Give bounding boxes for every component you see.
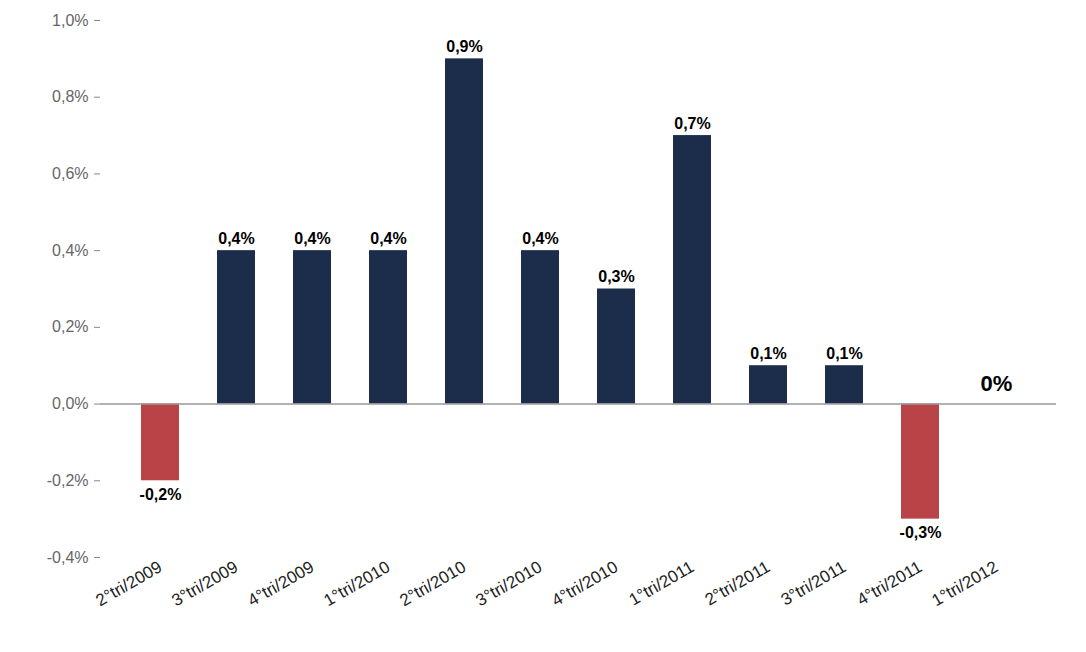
svg-text:0,9%: 0,9% (446, 38, 482, 55)
svg-text:0,8%: 0,8% (52, 88, 88, 105)
svg-text:0,4%: 0,4% (370, 230, 406, 247)
svg-text:2°tri/2009: 2°tri/2009 (93, 557, 166, 610)
svg-text:1°tri/2012: 1°tri/2012 (929, 557, 1002, 610)
svg-text:0,4%: 0,4% (52, 242, 88, 259)
svg-text:-0,2%: -0,2% (47, 472, 89, 489)
svg-text:3°tri/2009: 3°tri/2009 (169, 557, 242, 610)
svg-text:0,7%: 0,7% (674, 115, 710, 132)
svg-text:0,1%: 0,1% (750, 345, 786, 362)
svg-text:0,4%: 0,4% (294, 230, 330, 247)
svg-text:0,1%: 0,1% (826, 345, 862, 362)
svg-text:1,0%: 1,0% (52, 12, 88, 29)
svg-text:4°tri/2009: 4°tri/2009 (245, 557, 318, 610)
svg-text:2°tri/2011: 2°tri/2011 (702, 557, 774, 609)
svg-text:0,0%: 0,0% (52, 395, 88, 412)
svg-text:1°tri/2011: 1°tri/2011 (626, 557, 698, 609)
svg-text:3°tri/2011: 3°tri/2011 (778, 557, 850, 609)
svg-text:0,4%: 0,4% (522, 230, 558, 247)
svg-text:-0,4%: -0,4% (47, 549, 89, 566)
svg-text:1°tri/2010: 1°tri/2010 (321, 557, 394, 610)
svg-text:4°tri/2011: 4°tri/2011 (854, 557, 926, 609)
svg-text:-0,2%: -0,2% (140, 486, 182, 503)
svg-text:0%: 0% (981, 371, 1013, 396)
svg-text:3°tri/2010: 3°tri/2010 (473, 557, 546, 610)
svg-text:4°tri/2010: 4°tri/2010 (549, 557, 622, 610)
svg-text:2°tri/2010: 2°tri/2010 (397, 557, 470, 610)
svg-text:0,3%: 0,3% (598, 268, 634, 285)
svg-text:0,6%: 0,6% (52, 165, 88, 182)
svg-text:0,4%: 0,4% (218, 230, 254, 247)
svg-text:-0,3%: -0,3% (900, 524, 942, 541)
svg-text:0,2%: 0,2% (52, 318, 88, 335)
